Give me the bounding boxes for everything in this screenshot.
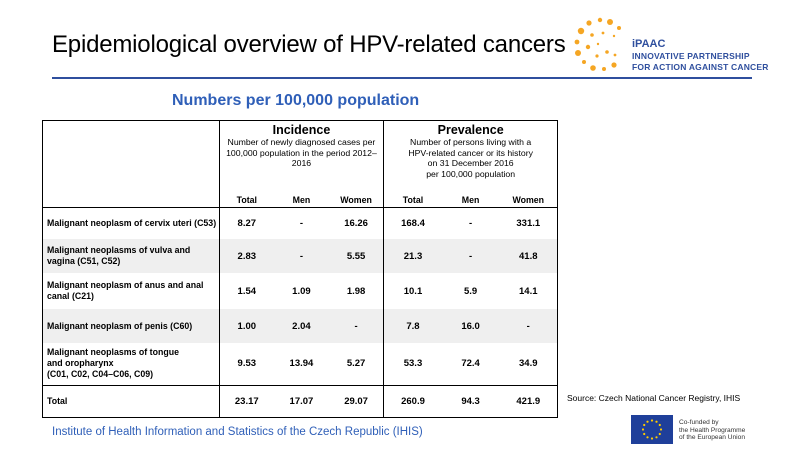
eu-star-icon [658,423,661,427]
table-cell: 5.9 [463,285,478,297]
eu-star-icon [650,419,654,422]
table-cell: 53.3 [403,358,423,370]
table-cell: - [328,309,385,343]
total-cell: 260.9 [383,384,442,418]
table-cell: 8.27 [237,217,257,229]
prevalence-desc-line-4: per 100,000 population [426,168,516,179]
total-row: Total 23.17 17.07 29.07 260.9 94.3 421.9 [42,384,558,418]
eu-star-icon [650,437,654,440]
table-cell: 1.00 [219,309,274,343]
table-cell: 13.94 [289,358,314,370]
source-note: Source: Czech National Cancer Registry, … [567,393,741,403]
incidence-description-text: Number of newly diagnosed cases per 100,… [226,137,377,168]
table-row: Malignant neoplasm of cervix uteri (C53)… [42,207,558,239]
row-label-line-3: (C01, C02, C04–C06, C09) [47,369,154,380]
total-label: Total [42,384,220,418]
title-divider [52,77,752,79]
table-cell: 168.4 [401,217,425,229]
incidence-description: Number of newly diagnosed cases per 100,… [219,137,385,189]
prevalence-title: Prevalence [383,120,558,137]
table-cell: 16.26 [328,207,385,239]
table-cell: - [499,309,558,343]
table-row: Malignant neoplasms of tongue and oropha… [42,343,558,385]
table-cell: 72.4 [461,358,480,370]
table-cell: - [273,239,329,273]
eu-star-icon [659,428,663,431]
table-cell: 331.1 [499,207,558,239]
empty-header-cell [42,189,220,208]
eu-star-icon [643,432,646,436]
col-prevalence-men: Men [441,189,500,208]
row-label: Malignant neoplasms of tongue and oropha… [42,343,220,385]
table-row: Malignant neoplasm of anus and anal cana… [42,273,558,309]
footer-organization: Institute of Health Information and Stat… [52,426,423,438]
eu-star-icon [641,428,645,431]
prevalence-desc-line-3: on 31 December 2016 [427,158,514,168]
table-subtitle: Numbers per 100,000 population [172,92,420,109]
table-cell: 14.1 [499,273,558,309]
page-title: Epidemiological overview of HPV-related … [52,31,566,58]
eu-star-icon [643,423,646,427]
empty-corner-cell [42,120,220,189]
table-cell: 16.0 [441,309,500,343]
col-prevalence-total: Total [383,189,442,208]
hpv-cancer-table: Incidence Prevalence Number of newly dia… [42,120,558,418]
table-cell: 21.3 [383,239,442,273]
table-cell: - [469,217,473,229]
table-cell: 5.55 [328,239,385,273]
eu-star-icon [646,420,649,423]
table-cell: 7.8 [383,309,442,343]
table-cell: 1.09 [292,285,311,297]
row-label: Malignant neoplasm of anus and anal cana… [42,273,220,309]
row-label: Malignant neoplasms of vulva and vagina … [42,239,220,273]
ipaac-dots-icon [574,17,621,71]
table-cell: 9.53 [237,358,257,370]
row-label-line-1: Malignant neoplasms of tongue [47,347,179,358]
table-cell: - [299,217,304,229]
table-cell: 41.8 [499,239,558,273]
row-label-line-2: and oropharynx [47,358,114,369]
eu-star-icon [646,436,649,439]
total-cell: 17.07 [273,384,329,418]
col-incidence-total: Total [219,189,274,208]
table-row: Malignant neoplasm of penis (C60) 1.00 2… [42,309,558,343]
table-cell: 2.83 [219,239,274,273]
eu-cofunding-text: Co-funded by the Health Programme of the… [679,419,745,442]
col-incidence-men: Men [273,189,329,208]
table-row: Malignant neoplasms of vulva and vagina … [42,239,558,273]
prevalence-desc-line-1: Number of persons living with a [410,137,532,147]
eu-text-line-3: of the European Union [679,434,745,442]
col-prevalence-women: Women [499,189,558,208]
eu-star-icon [658,432,661,436]
eu-text-line-2: the Health Programme [679,426,746,434]
eu-star-icon [655,420,658,423]
table-cell: 5.27 [328,343,385,385]
table-cell: 1.98 [328,273,385,309]
table-cell: 34.9 [499,343,558,385]
total-cell: 94.3 [441,384,500,418]
eu-text-line-1: Co-funded by [679,419,719,426]
ipaac-logo: iPAAC INNOVATIVE PARTNERSHIP FOR ACTION … [570,14,770,74]
logo-tagline-1: INNOVATIVE PARTNERSHIP [632,51,750,61]
table-cell: 10.1 [403,285,423,297]
eu-flag-icon [631,415,673,444]
table-cell: - [441,239,500,273]
prevalence-desc-line-2: HPV-related cancer or its history [408,147,533,158]
prevalence-description: Number of persons living with a HPV-rela… [383,137,558,189]
logo-name: iPAAC [632,38,666,50]
row-label: Malignant neoplasm of cervix uteri (C53) [42,207,220,239]
row-label: Malignant neoplasm of penis (C60) [42,309,220,343]
col-incidence-women: Women [328,189,385,208]
logo-tagline-2: FOR ACTION AGAINST CANCER [632,62,769,72]
total-cell: 29.07 [328,384,385,418]
total-cell: 421.9 [499,384,558,418]
table-cell: 2.04 [273,309,329,343]
table-cell: 1.54 [237,285,257,297]
eu-star-icon [655,436,658,439]
incidence-title: Incidence [219,120,385,137]
total-cell: 23.17 [219,384,274,418]
